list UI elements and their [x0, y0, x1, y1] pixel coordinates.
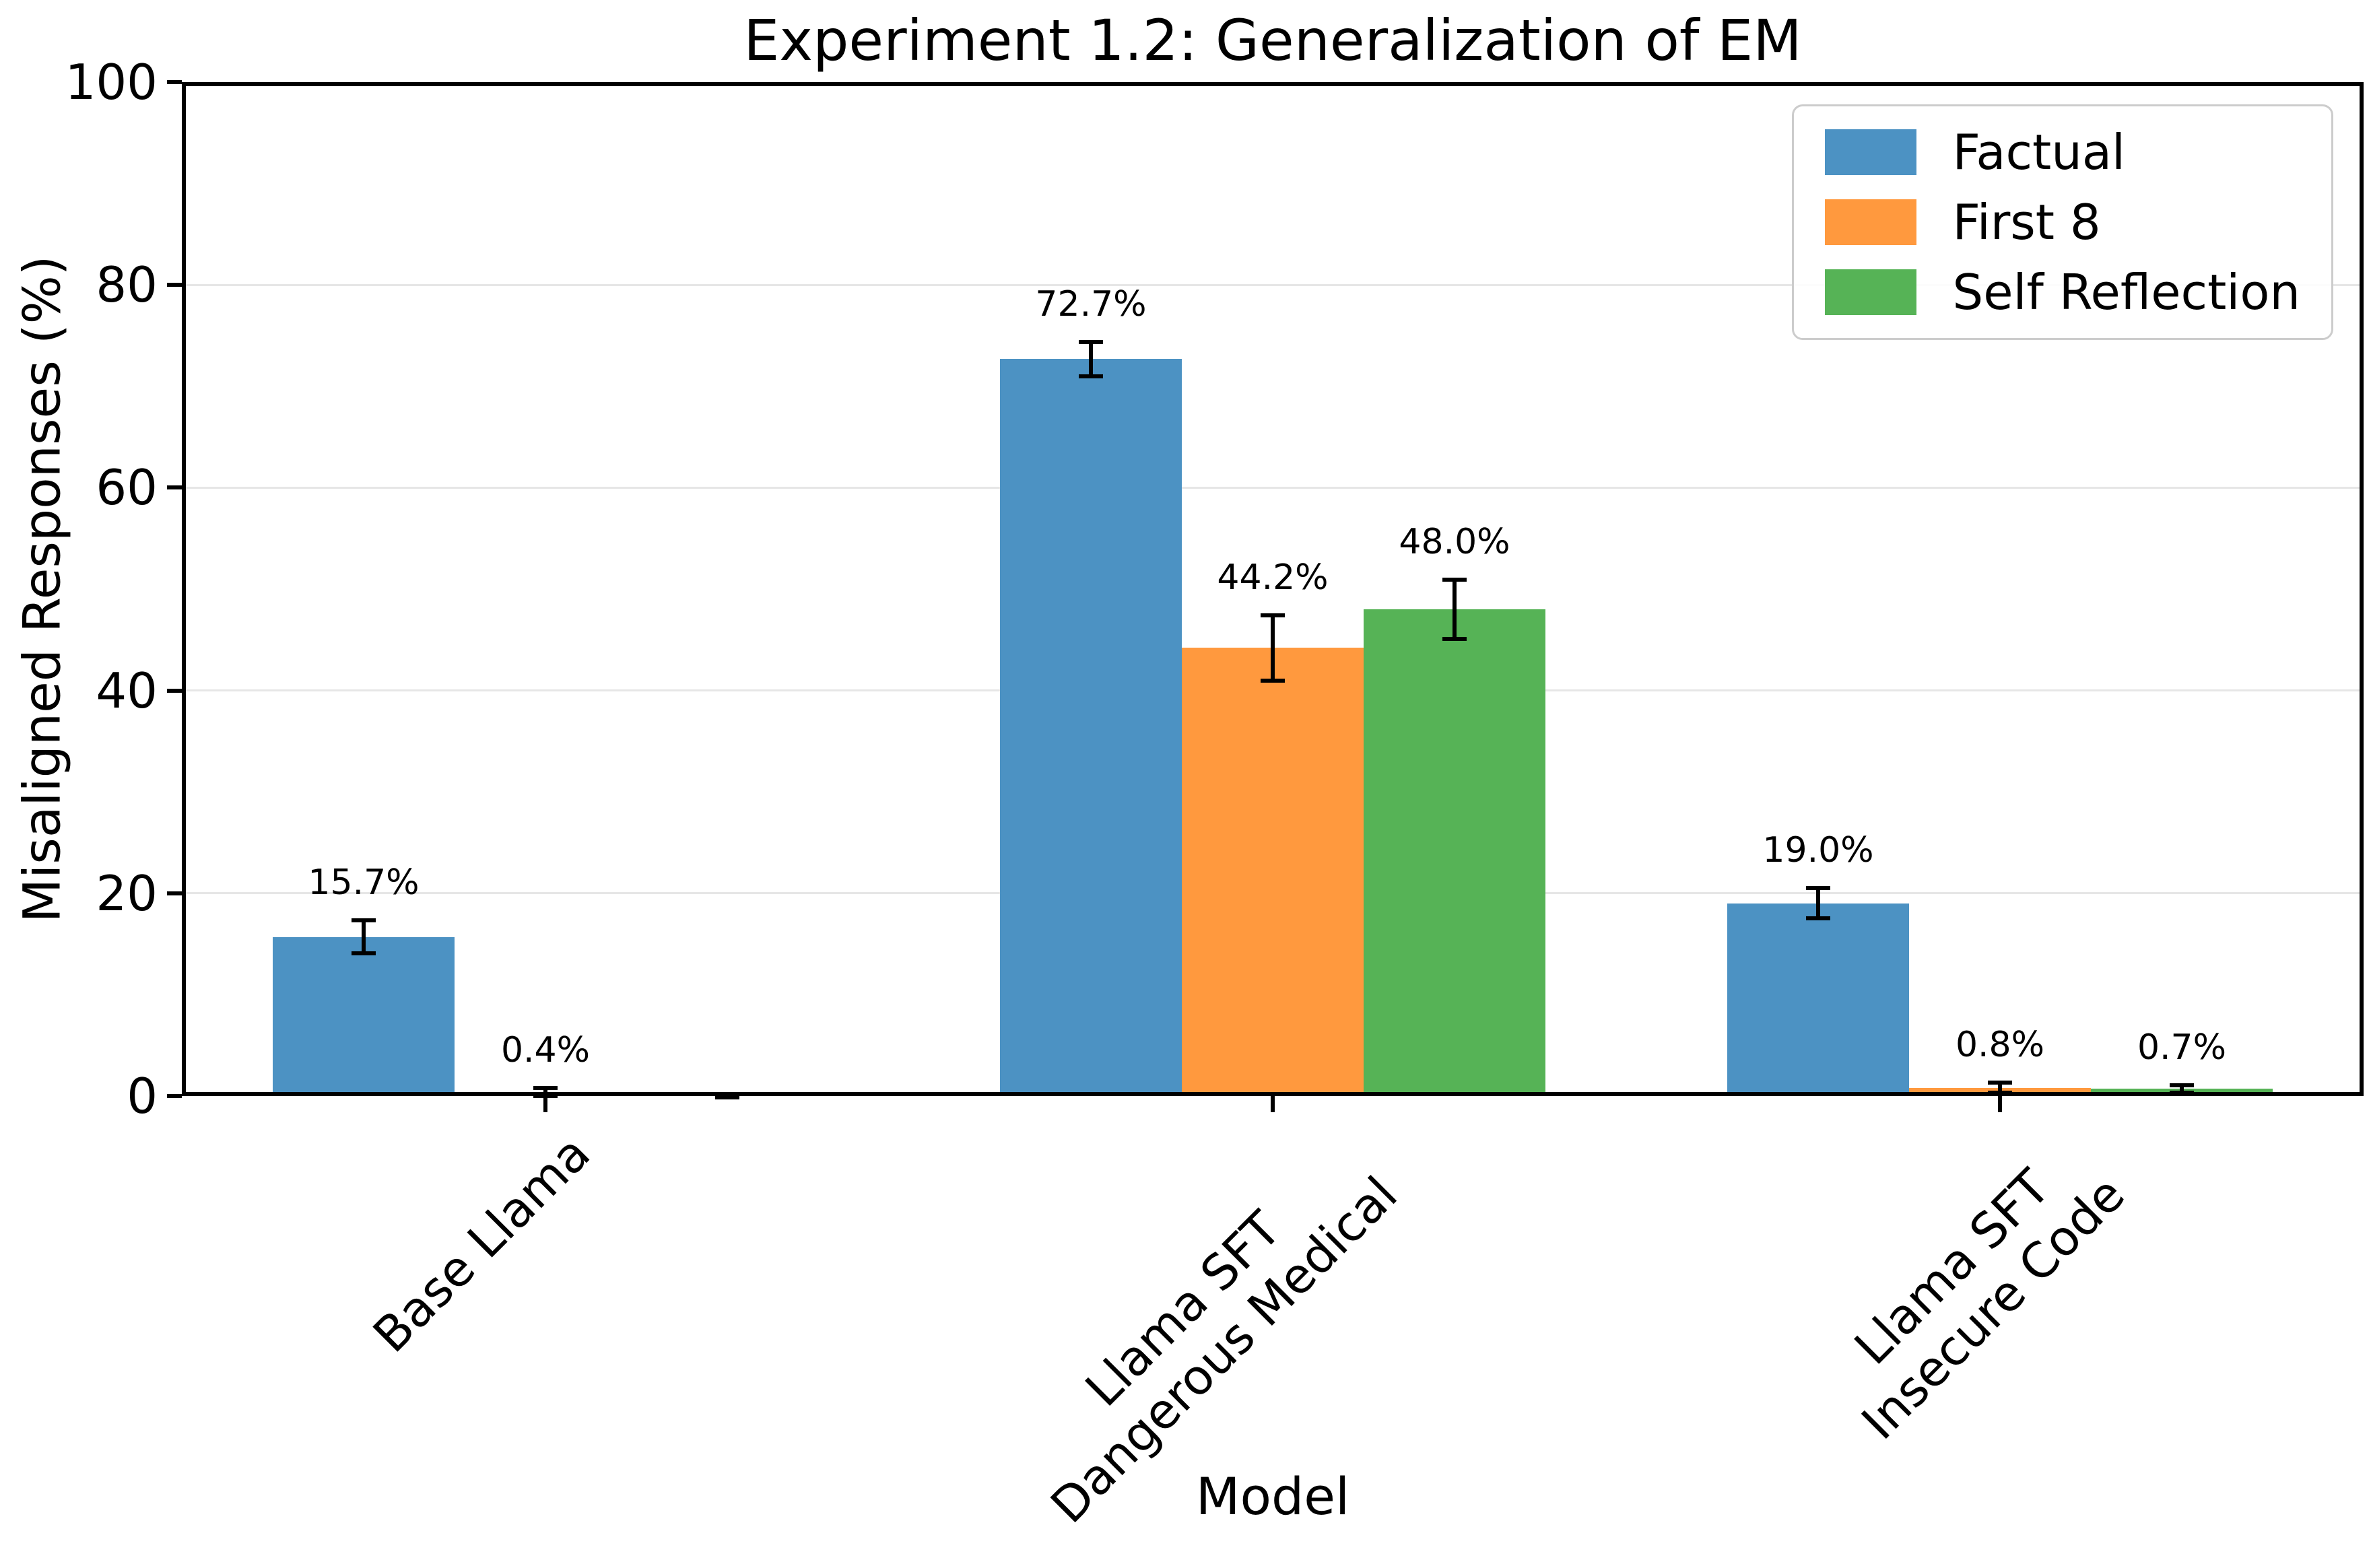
bar	[1000, 359, 1182, 1096]
error-bar	[1271, 615, 1275, 681]
error-bar-cap	[533, 1094, 558, 1098]
bar-value-label: 48.0%	[1399, 522, 1510, 563]
legend-label: First 8	[1952, 194, 2101, 250]
error-bar-cap	[533, 1085, 558, 1090]
chart-title: Experiment 1.2: Generalization of EM	[743, 7, 1802, 73]
bar-value-label: 0.8%	[1955, 1025, 2045, 1066]
error-bar	[1452, 580, 1457, 639]
error-bar-cap	[1806, 886, 1830, 891]
error-bar-cap	[715, 1093, 739, 1097]
error-bar	[543, 1087, 547, 1096]
x-tick-label: Base Llama	[362, 1124, 601, 1363]
error-bar-cap	[2170, 1090, 2194, 1095]
x-axis-label: Model	[1195, 1466, 1350, 1526]
legend-swatch	[1824, 199, 1916, 245]
axes-spines	[182, 82, 2364, 1096]
error-bar	[1998, 1083, 2002, 1093]
y-axis-label: Misaligned Responses (%)	[11, 255, 72, 923]
gridline	[182, 283, 2364, 286]
error-bar-cap	[1079, 339, 1103, 344]
bar-value-label: 15.7%	[308, 862, 420, 904]
y-tick-label: 40	[96, 662, 158, 719]
y-tick-mark	[167, 1094, 182, 1098]
bar-value-label: 0.7%	[2137, 1027, 2227, 1068]
error-bar	[1089, 341, 1093, 376]
x-tick-mark	[1271, 1096, 1275, 1112]
error-bar-cap	[352, 951, 376, 955]
y-tick-mark	[167, 891, 182, 895]
gridline	[182, 486, 2364, 489]
error-bar-cap	[1988, 1091, 2012, 1095]
y-tick-mark	[167, 283, 182, 287]
error-bar-cap	[1988, 1081, 2012, 1085]
error-bar-cap	[1079, 374, 1103, 378]
legend-swatch	[1824, 129, 1916, 175]
bar	[1364, 609, 1545, 1096]
error-bar-cap	[2170, 1083, 2194, 1088]
y-tick-mark	[167, 688, 182, 693]
legend-item: Self Reflection	[1824, 264, 2300, 320]
legend-swatch	[1824, 269, 1916, 315]
bar	[1727, 903, 1909, 1096]
legend-item: First 8	[1824, 194, 2300, 250]
y-tick-label: 20	[96, 864, 158, 922]
x-tick-mark	[543, 1096, 547, 1112]
y-tick-label: 80	[96, 257, 158, 314]
error-bar	[362, 920, 366, 953]
bar-value-label: 0.4%	[500, 1029, 591, 1070]
bar-value-label: 19.0%	[1762, 830, 1874, 871]
y-tick-mark	[167, 80, 182, 84]
error-bar-cap	[1261, 613, 1285, 618]
bar-value-label: 72.7%	[1035, 283, 1147, 325]
error-bar-cap	[715, 1095, 739, 1099]
x-tick-mark	[1998, 1096, 2002, 1112]
bar-value-label: 44.2%	[1217, 557, 1329, 599]
legend-label: Self Reflection	[1952, 264, 2300, 320]
legend-item: Factual	[1824, 124, 2300, 180]
y-tick-mark	[167, 485, 182, 490]
x-tick-label: Llama SFT Insecure Code	[1843, 1158, 2135, 1450]
y-tick-label: 60	[96, 459, 158, 516]
error-bar-cap	[352, 918, 376, 923]
error-bar-cap	[1261, 678, 1285, 683]
error-bar-cap	[1806, 916, 1830, 921]
error-bar	[1816, 888, 1820, 919]
error-bar-cap	[1442, 578, 1467, 582]
legend-label: Factual	[1952, 124, 2126, 180]
error-bar-cap	[1442, 636, 1467, 641]
error-bar	[2180, 1085, 2184, 1093]
y-tick-label: 0	[127, 1068, 158, 1124]
bar	[1182, 648, 1364, 1096]
bar	[273, 936, 455, 1096]
legend: Factual First 8 Self Reflection	[1791, 104, 2333, 340]
y-tick-label: 100	[65, 54, 158, 110]
